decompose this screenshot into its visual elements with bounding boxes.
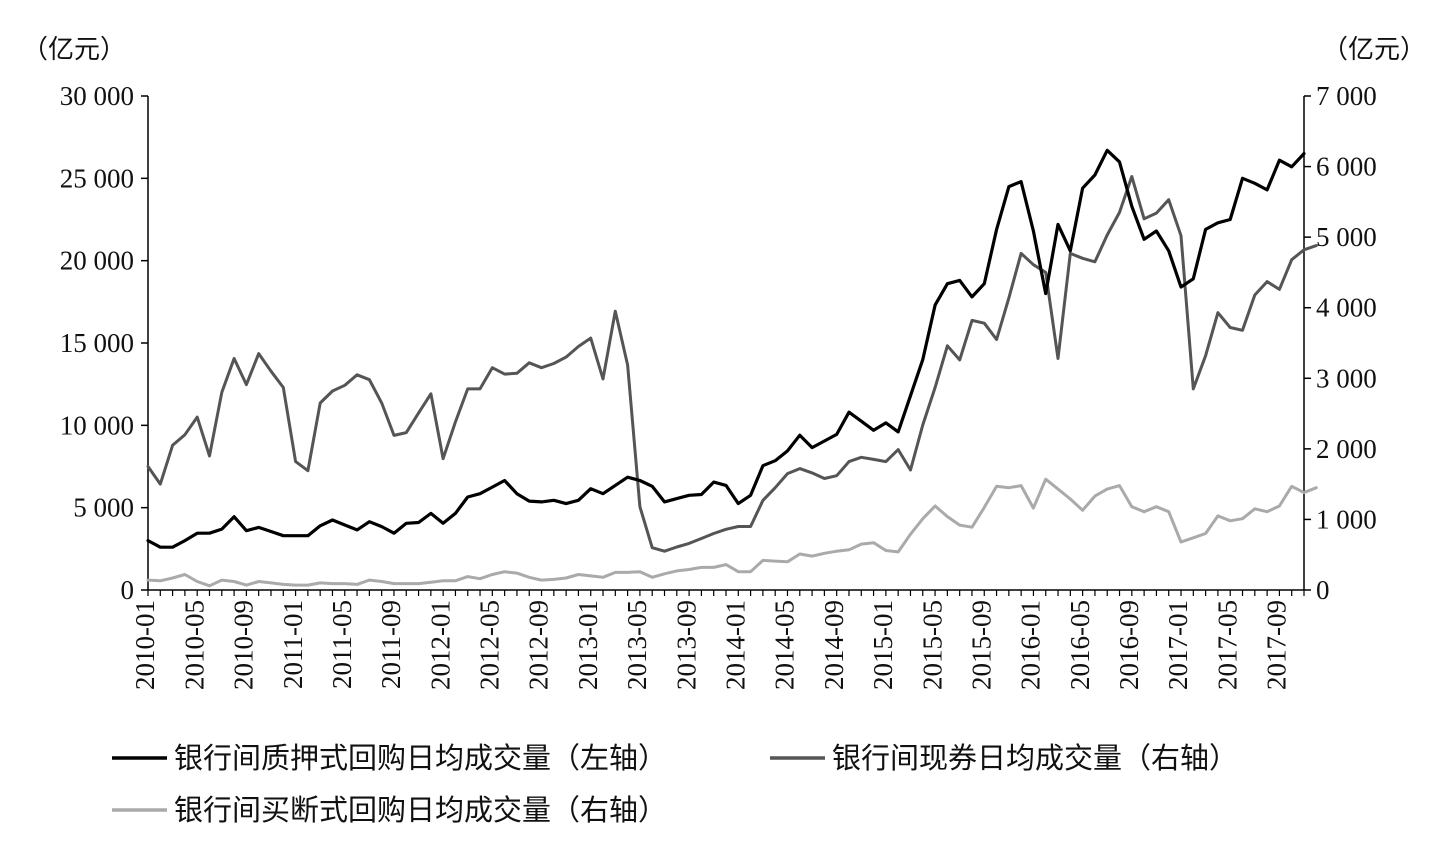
x-tick-label: 2011-09	[376, 600, 406, 689]
y-left-tick-label: 0	[121, 575, 135, 605]
x-tick-label: 2017-09	[1262, 600, 1292, 690]
x-tick-label: 2014-05	[770, 600, 800, 690]
x-tick-label: 2012-09	[524, 600, 554, 690]
x-tick-label: 2016-09	[1114, 600, 1144, 690]
right-axis-unit: （亿元）	[1322, 35, 1426, 65]
y-right-tick-label: 1 000	[1316, 504, 1377, 534]
left-axis-unit: （亿元）	[22, 35, 126, 65]
y-left-tick-label: 25 000	[60, 163, 134, 193]
legend-label-2: 银行间现券日均成交量（右轴）	[832, 741, 1238, 775]
y-left-tick-label: 5 000	[73, 493, 134, 523]
x-tick-label: 2016-05	[1065, 600, 1095, 690]
x-tick-label: 2012-05	[475, 600, 505, 690]
legend-label-1: 银行间质押式回购日均成交量（左轴）	[174, 741, 667, 775]
series-layer	[146, 148, 1318, 588]
y-left-tick-label: 15 000	[60, 328, 134, 358]
series-line-3	[146, 477, 1318, 588]
x-tick-label: 2015-05	[917, 600, 947, 690]
y-right-tick-label: 6 000	[1316, 152, 1377, 182]
x-tick-label: 2013-09	[671, 600, 701, 690]
x-tick-label: 2010-01	[130, 600, 160, 690]
x-tick-label: 2015-01	[868, 600, 898, 690]
y-right-tick-label: 2 000	[1316, 434, 1377, 464]
x-tick-label: 2013-01	[573, 600, 603, 690]
y-right-tick-label: 7 000	[1316, 81, 1377, 111]
y-right-tick-label: 4 000	[1316, 293, 1377, 323]
legend-label-3: 银行间买断式回购日均成交量（右轴）	[174, 793, 667, 827]
axes: 0 5 000 10 000 15 000 20 000 25 000 30 000 0 1 0…	[60, 81, 1377, 690]
series-line-2	[146, 175, 1318, 553]
x-tick-label: 2014-01	[721, 600, 751, 690]
x-tick-label: 2017-05	[1212, 600, 1242, 690]
x-tick-label: 2011-01	[278, 600, 308, 689]
x-tick-label: 2013-05	[622, 600, 652, 690]
x-tick-label: 2011-05	[327, 600, 357, 689]
x-tick-label: 2012-01	[425, 600, 455, 690]
x-tick-label: 2010-09	[229, 600, 259, 690]
x-tick-label: 2014-09	[819, 600, 849, 690]
y-right-tick-label: 3 000	[1316, 363, 1377, 393]
x-tick-label: 2017-01	[1163, 600, 1193, 690]
y-left-tick-label: 30 000	[60, 81, 134, 111]
y-left-tick-label: 10 000	[60, 410, 134, 440]
y-left-tick-label: 20 000	[60, 246, 134, 276]
series-line-1	[146, 148, 1306, 549]
x-tick-label: 2010-05	[179, 600, 209, 690]
y-right-tick-label: 5 000	[1316, 222, 1377, 252]
y-right-tick-label: 0	[1316, 575, 1330, 605]
legend: 银行间质押式回购日均成交量（左轴） 银行间现券日均成交量（右轴） 银行间买断式回购日…	[112, 741, 1238, 827]
x-tick-label: 2016-01	[1016, 600, 1046, 690]
x-tick-label: 2015-09	[966, 600, 996, 690]
